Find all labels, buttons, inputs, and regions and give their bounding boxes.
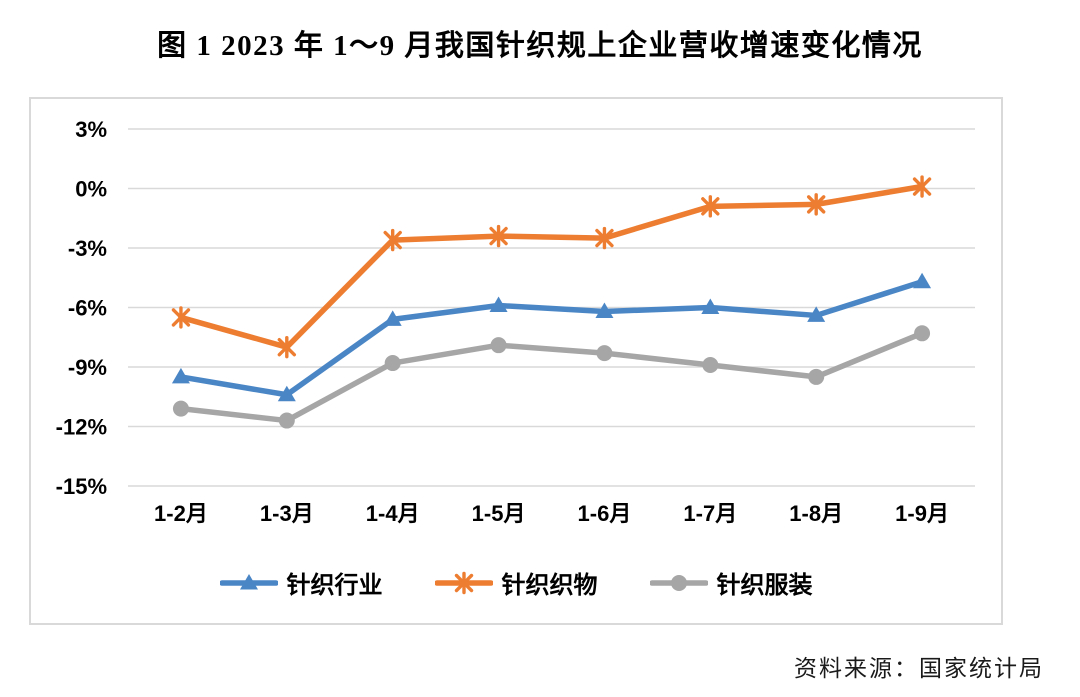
x-tick-label: 1-2月: [154, 501, 208, 526]
legend-label: 针织行业: [286, 573, 383, 599]
asterisk-marker-icon: [383, 230, 402, 250]
legend-item-2: 针织服装: [649, 565, 813, 600]
triangle-marker-icon: [239, 573, 258, 589]
x-tick-label: 1-5月: [472, 501, 526, 526]
chart-title: 图 1 2023 年 1～9 月我国针织规上企业营收增速变化情况: [157, 30, 923, 62]
asterisk-marker-icon: [171, 308, 191, 327]
y-tick-label: -3%: [68, 236, 107, 261]
triangle-marker-icon: [701, 298, 720, 314]
y-tick-label: 3%: [75, 117, 107, 142]
circle-marker-icon: [172, 400, 189, 417]
circle-marker-icon: [490, 337, 507, 354]
chart-legend: 针织行业 针织织物 针织服装: [31, 565, 1001, 600]
asterisk-marker-icon: [595, 228, 614, 248]
circle-marker-icon: [596, 345, 613, 362]
source-note: 资料来源：国家统计局: [794, 656, 1044, 681]
legend-marker-icon: [219, 573, 278, 589]
asterisk-marker-icon: [806, 195, 826, 214]
circle-marker-icon: [278, 412, 295, 429]
triangle-marker-icon: [383, 310, 402, 326]
legend-label: 针织服装: [716, 573, 813, 599]
asterisk-marker-icon: [277, 337, 297, 357]
legend-label: 针织织物: [501, 573, 598, 599]
asterisk-marker-icon: [701, 197, 720, 216]
circle-marker-icon: [808, 368, 825, 385]
circle-marker-icon: [702, 357, 719, 374]
line-chart: 3% 0% -3% -6% -9% -12% -15% 1-2月 1-3月 1-4月 1-5月 1-6…: [56, 117, 975, 526]
y-tick-label: -12%: [56, 415, 107, 440]
series-line: [178, 278, 925, 398]
triangle-marker-icon: [277, 385, 296, 402]
x-tick-label: 1-7月: [683, 501, 737, 526]
y-tick-label: -9%: [68, 355, 107, 380]
series-2: [172, 325, 931, 429]
chart-frame: 3% 0% -3% -6% -9% -12% -15% 1-2月 1-3月 1-4月 1-5月 1-6…: [29, 97, 1003, 625]
triangle-marker-icon: [489, 296, 508, 313]
legend-marker-icon: [649, 574, 708, 591]
triangle-marker-icon: [171, 367, 190, 384]
x-tick-label: 1-3月: [260, 501, 314, 526]
circle-marker-icon: [670, 574, 687, 591]
y-tick-label: -15%: [56, 474, 107, 499]
series-line: [178, 330, 925, 424]
series-1: [171, 175, 932, 359]
circle-marker-icon: [914, 325, 931, 342]
triangle-marker-icon: [807, 306, 826, 322]
x-tick-label: 1-8月: [789, 501, 843, 526]
x-tick-label: 1-4月: [366, 501, 420, 526]
x-tick-label: 1-9月: [895, 501, 949, 526]
series-line: [178, 183, 925, 350]
triangle-marker-icon: [913, 272, 932, 289]
y-tick-label: -6%: [68, 296, 107, 321]
legend-marker-icon: [434, 571, 493, 594]
asterisk-marker-icon: [489, 226, 508, 246]
circle-marker-icon: [384, 355, 401, 372]
asterisk-marker-icon: [454, 573, 473, 592]
y-tick-label: 0%: [75, 177, 107, 202]
triangle-marker-icon: [595, 302, 614, 318]
legend-item-0: 针织行业: [219, 565, 383, 600]
legend-item-1: 针织织物: [434, 565, 598, 600]
series-0: [171, 272, 932, 402]
x-tick-label: 1-6月: [578, 501, 632, 526]
asterisk-marker-icon: [912, 177, 932, 196]
